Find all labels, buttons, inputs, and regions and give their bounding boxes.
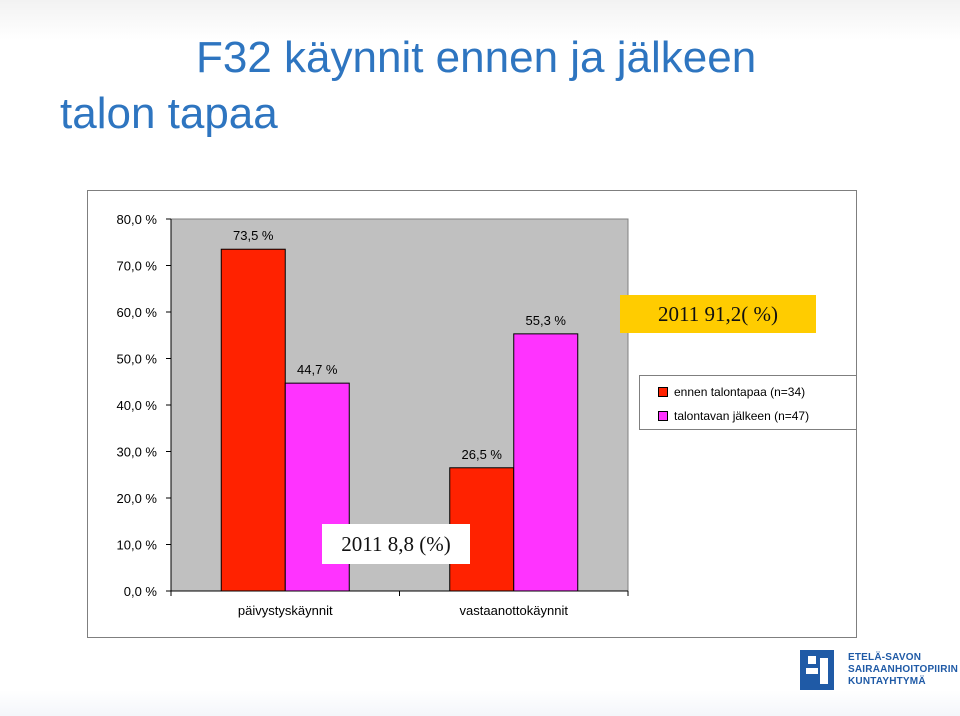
logo-text-line-2: SAIRAANHOITOPIIRIN [848, 664, 959, 675]
slide-title: F32 käynnit ennen ja jälkeen talon tapaa [60, 30, 940, 142]
organization-logo-text: ETELÄ-SAVON SAIRAANHOITOPIIRIN KUNTAYHTY… [848, 652, 958, 688]
data-label: 73,5 % [233, 228, 274, 243]
data-label: 44,7 % [297, 362, 338, 377]
x-category-label: päivystyskäynnit [238, 603, 333, 618]
logo-text-line-3: KUNTAYHTYMÄ [848, 676, 926, 687]
callout-2011-before: 2011 91,2( %) [620, 295, 816, 333]
y-tick-label: 30,0 % [117, 445, 158, 460]
y-tick-label: 20,0 % [117, 491, 158, 506]
y-tick-label: 40,0 % [117, 398, 158, 413]
slide-title-line-1: F32 käynnit ennen ja jälkeen [196, 33, 757, 82]
data-label: 26,5 % [462, 447, 503, 462]
legend-label-before: ennen talontapaa (n=34) [674, 385, 806, 399]
legend-item-before: ennen talontapaa (n=34) [658, 384, 805, 400]
y-tick-label: 70,0 % [117, 259, 158, 274]
chart-legend: ennen talontapaa (n=34) talontavan jälke… [639, 375, 857, 430]
bar [513, 333, 579, 592]
bar [220, 248, 286, 592]
legend-label-after: talontavan jälkeen (n=47) [674, 409, 810, 423]
legend-item-after: talontavan jälkeen (n=47) [658, 408, 809, 424]
y-tick-label: 0,0 % [124, 584, 158, 599]
callout-2011-after: 2011 8,8 (%) [322, 524, 470, 564]
slide-title-line-2: talon tapaa [60, 89, 278, 138]
y-tick-label: 80,0 % [117, 212, 158, 227]
y-tick-label: 50,0 % [117, 352, 158, 367]
organization-logo-icon [800, 650, 834, 690]
y-tick-label: 60,0 % [117, 305, 158, 320]
legend-swatch-before [658, 387, 668, 397]
logo-text-line-1: ETELÄ-SAVON [848, 652, 922, 663]
data-label: 55,3 % [526, 313, 567, 328]
x-category-label: vastaanottokäynnit [460, 603, 569, 618]
y-tick-label: 10,0 % [117, 538, 158, 553]
legend-swatch-after [658, 411, 668, 421]
